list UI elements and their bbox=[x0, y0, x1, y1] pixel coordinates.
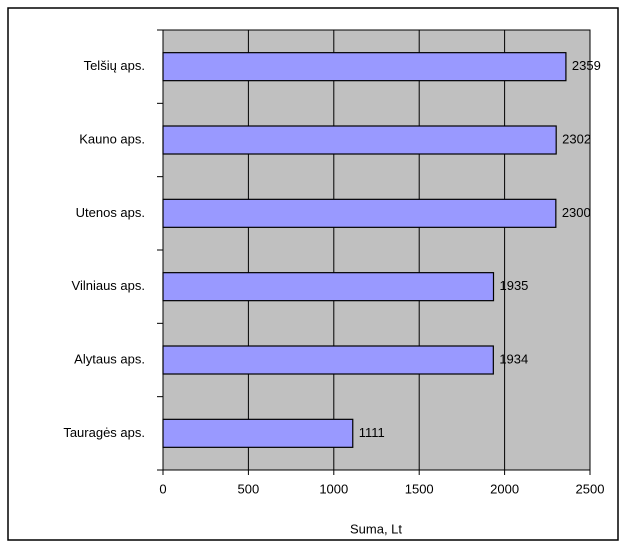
bar bbox=[162, 345, 494, 375]
x-tick-label: 0 bbox=[159, 481, 166, 496]
value-label: 1935 bbox=[499, 278, 528, 293]
y-tick-label: Alytaus aps. bbox=[74, 351, 145, 366]
bar bbox=[162, 198, 557, 228]
value-label: 2359 bbox=[572, 58, 601, 73]
x-axis-title: Suma, Lt bbox=[350, 521, 402, 536]
bar bbox=[162, 125, 557, 155]
bar bbox=[162, 52, 567, 82]
bar bbox=[162, 418, 354, 448]
x-tick-label: 1500 bbox=[405, 481, 434, 496]
bar bbox=[162, 272, 495, 302]
y-tick-label: Kauno aps. bbox=[79, 131, 145, 146]
x-tick-label: 1000 bbox=[319, 481, 348, 496]
x-tick-label: 2500 bbox=[576, 481, 605, 496]
value-label: 1111 bbox=[359, 425, 385, 440]
value-label: 2302 bbox=[562, 131, 591, 146]
value-label: 1934 bbox=[499, 351, 528, 366]
y-tick-label: Telšių aps. bbox=[84, 58, 145, 73]
y-tick-label: Tauragės aps. bbox=[63, 425, 145, 440]
x-tick-label: 2000 bbox=[490, 481, 519, 496]
x-tick-label: 500 bbox=[238, 481, 260, 496]
y-tick-label: Utenos aps. bbox=[76, 205, 145, 220]
value-label: 2300 bbox=[562, 205, 591, 220]
y-tick-label: Vilniaus aps. bbox=[72, 278, 145, 293]
plot-area bbox=[163, 30, 590, 470]
